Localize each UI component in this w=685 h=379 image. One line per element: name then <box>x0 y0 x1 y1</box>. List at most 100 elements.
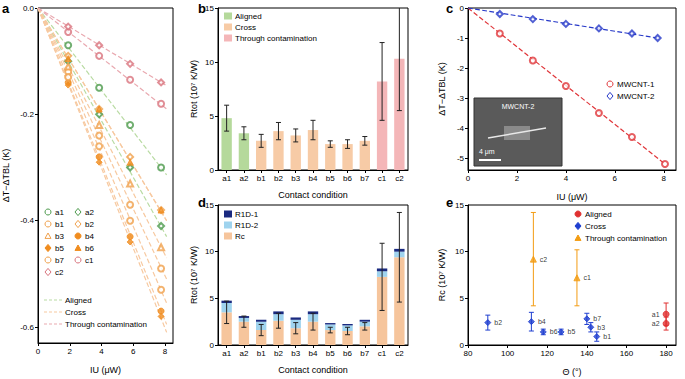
svg-text:b5: b5 <box>55 244 64 253</box>
svg-text:a2: a2 <box>85 208 94 217</box>
svg-text:b7: b7 <box>360 349 369 358</box>
svg-text:a2: a2 <box>239 174 248 183</box>
svg-text:-1: -1 <box>457 34 465 43</box>
svg-text:c1: c1 <box>583 274 591 281</box>
svg-text:Rtot (10⁷ K/W): Rtot (10⁷ K/W) <box>189 246 199 304</box>
svg-text:5: 5 <box>210 294 215 303</box>
svg-text:a1: a1 <box>652 311 660 318</box>
svg-text:Rc: Rc <box>235 232 245 241</box>
svg-text:ΔT−ΔTBL (K): ΔT−ΔTBL (K) <box>437 62 447 115</box>
svg-text:b5: b5 <box>326 349 335 358</box>
svg-text:IU (μW): IU (μW) <box>90 365 121 375</box>
svg-text:4: 4 <box>99 347 104 356</box>
svg-text:c2: c2 <box>55 268 64 277</box>
svg-text:b2: b2 <box>494 319 502 326</box>
svg-text:140: 140 <box>580 349 594 358</box>
svg-text:0: 0 <box>210 166 215 175</box>
svg-text:0: 0 <box>466 174 471 183</box>
svg-text:b4: b4 <box>309 349 318 358</box>
svg-text:6: 6 <box>131 347 136 356</box>
svg-text:Through contamination: Through contamination <box>235 34 317 43</box>
svg-text:b3: b3 <box>291 349 300 358</box>
svg-text:2: 2 <box>515 174 520 183</box>
svg-text:0: 0 <box>460 4 465 13</box>
svg-text:0.0: 0.0 <box>23 4 35 13</box>
svg-text:b6: b6 <box>85 244 94 253</box>
svg-text:-0.4: -0.4 <box>20 216 34 225</box>
svg-text:10: 10 <box>455 247 464 256</box>
svg-text:b3: b3 <box>55 232 64 241</box>
svg-text:160: 160 <box>620 349 634 358</box>
svg-text:a2: a2 <box>239 349 248 358</box>
svg-text:Rtot (10⁷ K/W): Rtot (10⁷ K/W) <box>189 60 199 118</box>
svg-text:b3: b3 <box>291 174 300 183</box>
svg-text:4: 4 <box>564 174 569 183</box>
svg-text:MWCNT-2: MWCNT-2 <box>617 92 655 101</box>
svg-text:c1: c1 <box>85 256 94 265</box>
svg-text:b2: b2 <box>274 349 283 358</box>
svg-text:b7: b7 <box>593 315 601 322</box>
svg-text:-4: -4 <box>457 124 465 133</box>
svg-text:b2: b2 <box>274 174 283 183</box>
svg-text:c1: c1 <box>378 349 387 358</box>
svg-text:MWCNT-1: MWCNT-1 <box>617 80 655 89</box>
svg-text:80: 80 <box>464 349 473 358</box>
svg-text:b1: b1 <box>257 349 266 358</box>
svg-text:Aligned: Aligned <box>65 296 92 305</box>
svg-text:c2: c2 <box>540 256 548 263</box>
svg-text:c2: c2 <box>395 349 404 358</box>
svg-text:Cross: Cross <box>585 222 606 231</box>
svg-text:b5: b5 <box>326 174 335 183</box>
svg-text:Cross: Cross <box>235 23 256 32</box>
svg-text:10: 10 <box>205 58 214 67</box>
svg-text:b3: b3 <box>597 324 605 331</box>
svg-text:0: 0 <box>36 347 41 356</box>
svg-text:b1: b1 <box>603 333 611 340</box>
svg-text:6: 6 <box>613 174 618 183</box>
svg-text:Cross: Cross <box>65 308 86 317</box>
svg-text:b6: b6 <box>343 174 352 183</box>
svg-text:a1: a1 <box>222 349 231 358</box>
svg-text:c: c <box>446 1 453 16</box>
svg-text:b4: b4 <box>538 318 546 325</box>
svg-text:-5: -5 <box>457 154 465 163</box>
svg-text:-0.6: -0.6 <box>20 323 34 332</box>
svg-text:e: e <box>446 195 453 210</box>
svg-text:4 μm: 4 μm <box>479 148 495 156</box>
svg-text:15: 15 <box>205 201 214 210</box>
svg-text:c2: c2 <box>395 174 404 183</box>
svg-text:Rc (10⁷ K/W): Rc (10⁷ K/W) <box>437 249 447 301</box>
svg-text:120: 120 <box>541 349 555 358</box>
svg-text:ΔT−ΔTBL (K): ΔT−ΔTBL (K) <box>1 149 11 202</box>
svg-text:b1: b1 <box>55 220 64 229</box>
svg-text:5: 5 <box>210 112 215 121</box>
svg-text:a1: a1 <box>55 208 64 217</box>
svg-text:a1: a1 <box>222 174 231 183</box>
svg-text:2: 2 <box>68 347 73 356</box>
svg-text:b5: b5 <box>568 328 576 335</box>
svg-text:b4: b4 <box>309 174 318 183</box>
svg-text:Through contamination: Through contamination <box>65 320 147 329</box>
svg-text:b7: b7 <box>360 174 369 183</box>
svg-text:R1D-1: R1D-1 <box>235 210 259 219</box>
svg-text:IU (μW): IU (μW) <box>556 192 587 202</box>
svg-text:15: 15 <box>455 201 464 210</box>
svg-text:b6: b6 <box>550 328 558 335</box>
svg-text:Contact condition: Contact condition <box>278 365 348 375</box>
svg-text:a2: a2 <box>652 320 660 327</box>
svg-text:MWCNT-2: MWCNT-2 <box>502 103 535 110</box>
svg-text:b6: b6 <box>343 349 352 358</box>
svg-text:b2: b2 <box>85 220 94 229</box>
svg-text:b4: b4 <box>85 232 94 241</box>
svg-text:8: 8 <box>163 347 168 356</box>
svg-text:R1D-2: R1D-2 <box>235 221 259 230</box>
svg-text:-3: -3 <box>457 94 465 103</box>
svg-text:10: 10 <box>205 247 214 256</box>
svg-text:c1: c1 <box>378 174 387 183</box>
svg-text:100: 100 <box>501 349 515 358</box>
svg-text:8: 8 <box>662 174 667 183</box>
svg-text:180: 180 <box>659 349 673 358</box>
svg-text:Θ (°): Θ (°) <box>562 367 581 377</box>
svg-text:Contact condition: Contact condition <box>278 190 348 200</box>
svg-text:a: a <box>2 1 10 16</box>
